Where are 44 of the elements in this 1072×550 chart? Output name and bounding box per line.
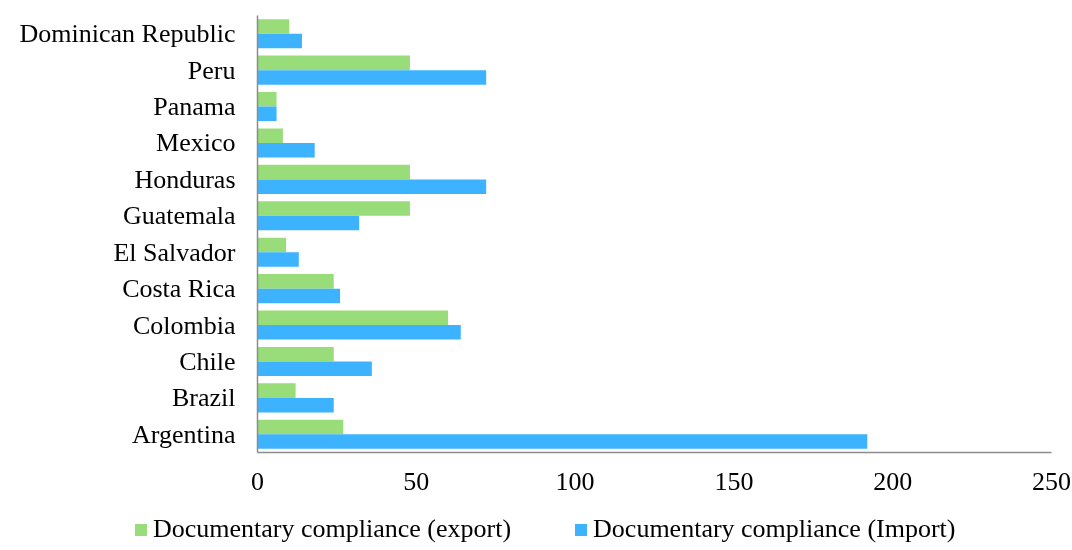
- y-tick-label: Guatemala: [122, 201, 236, 231]
- bar: [257, 288, 341, 304]
- bar: [257, 201, 410, 216]
- y-tick-label: Argentina: [132, 419, 236, 449]
- bar: [257, 419, 344, 435]
- y-tick-label: Colombia: [132, 310, 236, 340]
- x-tick-label: 150: [714, 466, 754, 496]
- bar: [257, 164, 410, 180]
- y-tick-label: Panama: [153, 92, 236, 122]
- y-tick-label: Dominican Republic: [19, 19, 236, 49]
- bar: [257, 91, 277, 107]
- legend-label: Documentary compliance (Import): [593, 514, 956, 544]
- bar: [257, 397, 334, 413]
- bar: [257, 325, 461, 340]
- x-tick-label: 100: [555, 466, 595, 496]
- bar: [257, 55, 410, 71]
- bar: [257, 142, 315, 158]
- x-tick-label: 50: [403, 466, 430, 496]
- bar: [257, 383, 296, 398]
- bar: [257, 70, 487, 85]
- bar: [257, 128, 283, 143]
- x-tick-label: 250: [1032, 466, 1071, 496]
- bar: [257, 274, 334, 289]
- bar: [257, 179, 487, 194]
- bar: [257, 19, 290, 34]
- bar: [257, 361, 372, 377]
- x-tick-label: 200: [873, 466, 913, 496]
- bar: [257, 346, 334, 362]
- bar: [257, 215, 360, 231]
- bar: [257, 310, 449, 326]
- bar: [257, 434, 868, 449]
- bar: [257, 237, 287, 253]
- bar: [257, 33, 302, 49]
- y-tick-label: Honduras: [134, 164, 236, 194]
- bar: [257, 252, 299, 267]
- y-tick-label: Costa Rica: [122, 274, 236, 304]
- y-tick-label: El Salvador: [113, 237, 236, 267]
- legend-label: Documentary compliance (export): [153, 514, 512, 544]
- y-tick-label: Brazil: [171, 383, 236, 413]
- bar: [257, 106, 277, 122]
- y-tick-label: Peru: [187, 55, 236, 85]
- y-tick-label: Mexico: [156, 128, 236, 158]
- y-tick-label: Chile: [179, 346, 236, 376]
- x-tick-label: 0: [251, 466, 264, 496]
